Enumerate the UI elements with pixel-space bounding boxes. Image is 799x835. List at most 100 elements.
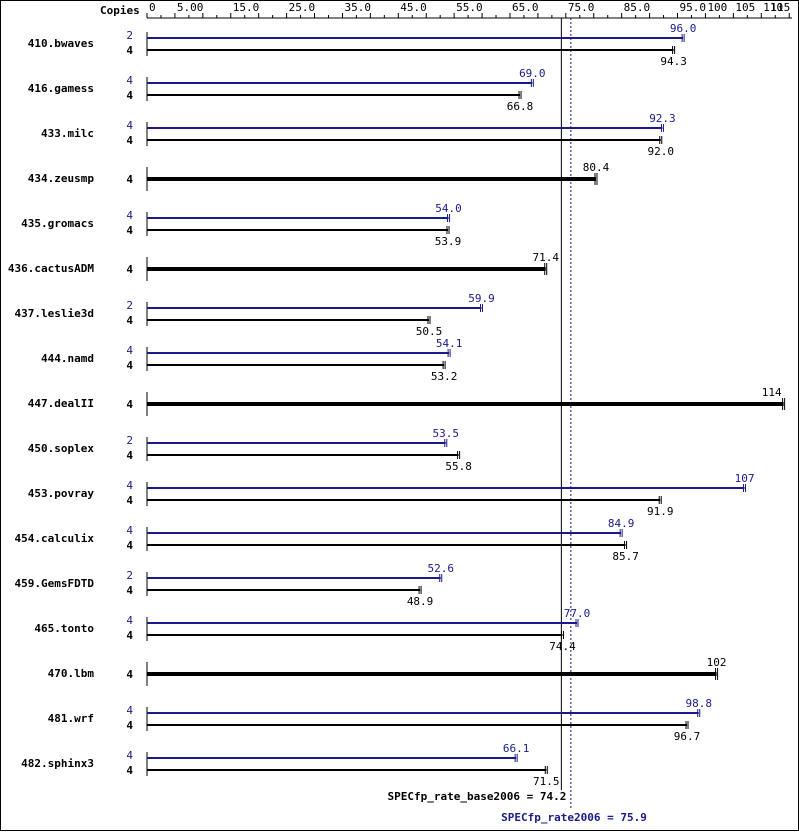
base-value-label: 53.2 (431, 370, 458, 383)
x-tick-label: 65.0 (512, 1, 539, 14)
peak-value-label: 96.0 (670, 22, 697, 35)
benchmark-row: 453.povray 4 107 4 91.9 (28, 472, 755, 518)
peak-value-label: 66.1 (503, 742, 530, 755)
peak-value-label: 52.6 (427, 562, 454, 575)
benchmark-name: 444.namd (41, 352, 94, 365)
base-copies: 4 (126, 314, 133, 327)
peak-copies: 2 (126, 569, 133, 582)
x-tick-label: 110 (763, 1, 783, 14)
base-value-label: 48.9 (407, 595, 434, 608)
peak-reference-label: SPECfp_rate2006 = 75.9 (501, 811, 647, 824)
copies-header: Copies (100, 4, 140, 17)
benchmark-rows: 410.bwaves 2 96.0 4 94.3 416.gamess 4 69.0 4 66.8… (8, 22, 786, 788)
base-copies: 4 (126, 584, 133, 597)
peak-value-label: 84.9 (608, 517, 635, 530)
base-value-label: 96.7 (674, 730, 701, 743)
x-tick-label: 105 (735, 1, 755, 14)
peak-value-label: 69.0 (519, 67, 546, 80)
base-copies: 4 (126, 764, 133, 777)
benchmark-name: 470.lbm (48, 667, 95, 680)
x-tick-label: 25.0 (289, 1, 316, 14)
base-copies: 4 (126, 359, 133, 372)
benchmark-name: 482.sphinx3 (21, 757, 94, 770)
benchmark-row: 416.gamess 4 69.0 4 66.8 (28, 67, 546, 113)
x-tick-label: 45.0 (400, 1, 427, 14)
benchmark-row: 444.namd 4 54.1 4 53.2 (41, 337, 462, 383)
base-value-label: 71.4 (532, 251, 559, 264)
base-value-label: 53.9 (435, 235, 462, 248)
x-tick-label: 35.0 (344, 1, 371, 14)
benchmark-name: 459.GemsFDTD (15, 577, 95, 590)
x-tick-label: 15.0 (233, 1, 260, 14)
benchmark-row: 433.milc 4 92.3 4 92.0 (41, 112, 676, 158)
benchmark-row: 482.sphinx3 4 66.1 4 71.5 (21, 742, 559, 788)
x-tick-label: 85.0 (624, 1, 651, 14)
peak-value-label: 54.1 (436, 337, 463, 350)
peak-copies: 4 (126, 74, 133, 87)
x-tick-label: 95.0 (680, 1, 707, 14)
benchmark-name: 450.soplex (28, 442, 95, 455)
peak-copies: 4 (126, 344, 133, 357)
peak-copies: 4 (126, 524, 133, 537)
base-copies: 4 (126, 224, 133, 237)
x-tick-label: 75.0 (568, 1, 595, 14)
base-value-label: 94.3 (660, 55, 687, 68)
benchmark-name: 416.gamess (28, 82, 94, 95)
benchmark-name: 465.tonto (34, 622, 94, 635)
peak-copies: 4 (126, 119, 133, 132)
benchmark-name: 447.dealII (28, 397, 94, 410)
benchmark-row: 465.tonto 4 77.0 4 74.4 (34, 607, 590, 653)
benchmark-row: 410.bwaves 2 96.0 4 94.3 (28, 22, 697, 68)
benchmark-row: 447.dealII 4 114 (28, 386, 786, 416)
base-copies: 4 (126, 173, 133, 186)
benchmark-name: 436.cactusADM (8, 262, 94, 275)
base-copies: 4 (126, 263, 133, 276)
x-tick-label: 0 (149, 1, 156, 14)
base-copies: 4 (126, 494, 133, 507)
base-value-label: 66.8 (507, 100, 534, 113)
benchmark-name: 410.bwaves (28, 37, 94, 50)
benchmark-name: 435.gromacs (21, 217, 94, 230)
x-axis: 0 5.00 15.0 25.0 35.0 45.0 55.0 65.0 75.0 85.0 95.… (146, 1, 792, 19)
peak-copies: 4 (126, 479, 133, 492)
benchmark-name: 454.calculix (15, 532, 95, 545)
benchmark-row: 459.GemsFDTD 2 52.6 4 48.9 (15, 562, 454, 608)
base-copies: 4 (126, 89, 133, 102)
benchmark-row: 454.calculix 4 84.9 4 85.7 (15, 517, 639, 563)
peak-copies: 4 (126, 209, 133, 222)
peak-value-label: 54.0 (435, 202, 462, 215)
base-copies: 4 (126, 668, 133, 681)
base-reference-label: SPECfp_rate_base2006 = 74.2 (388, 790, 567, 803)
benchmark-name: 453.povray (28, 487, 95, 500)
base-value-label: 114 (762, 386, 782, 399)
base-copies: 4 (126, 719, 133, 732)
base-copies: 4 (126, 44, 133, 57)
benchmark-row: 434.zeusmp 4 80.4 (28, 161, 610, 191)
peak-copies: 4 (126, 614, 133, 627)
x-tick-label: 115 (770, 1, 790, 14)
base-value-label: 91.9 (647, 505, 674, 518)
peak-copies: 2 (126, 299, 133, 312)
base-value-label: 50.5 (416, 325, 443, 338)
base-copies: 4 (126, 539, 133, 552)
base-copies: 4 (126, 134, 133, 147)
benchmark-name: 434.zeusmp (28, 172, 95, 185)
peak-value-label: 98.8 (685, 697, 712, 710)
peak-value-label: 92.3 (649, 112, 676, 125)
base-value-label: 74.4 (549, 640, 576, 653)
peak-copies: 2 (126, 29, 133, 42)
benchmark-name: 433.milc (41, 127, 94, 140)
benchmark-row: 470.lbm 4 102 (48, 656, 727, 686)
benchmark-row: 437.leslie3d 2 59.9 4 50.5 (15, 292, 495, 338)
base-copies: 4 (126, 629, 133, 642)
benchmark-row: 481.wrf 4 98.8 4 96.7 (48, 697, 712, 743)
peak-value-label: 53.5 (433, 427, 460, 440)
peak-value-label: 107 (735, 472, 755, 485)
benchmark-row: 435.gromacs 4 54.0 4 53.9 (21, 202, 462, 248)
x-tick-label: 55.0 (456, 1, 483, 14)
peak-value-label: 77.0 (564, 607, 591, 620)
base-value-label: 71.5 (533, 775, 560, 788)
base-copies: 4 (126, 449, 133, 462)
